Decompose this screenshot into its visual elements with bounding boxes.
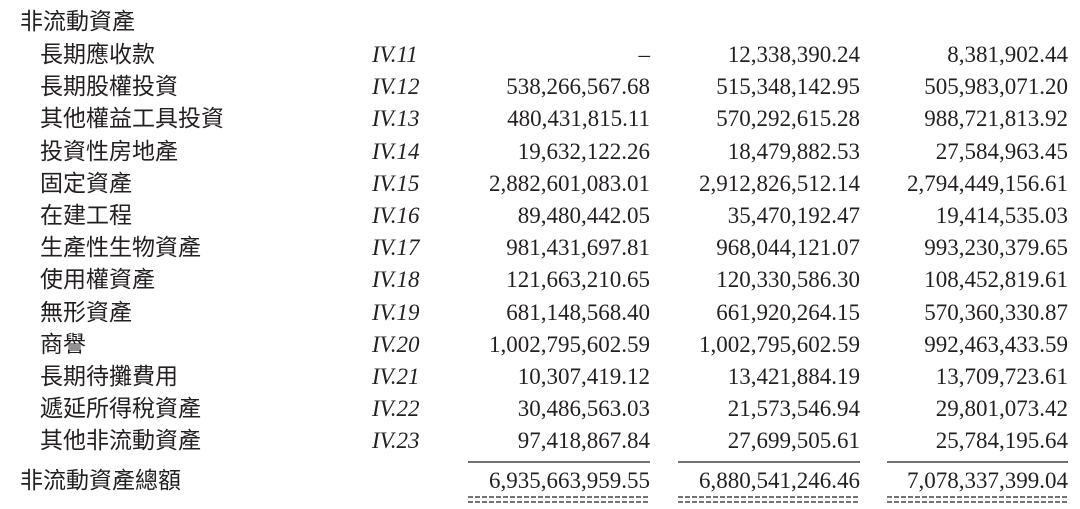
amount: 515,348,142.95 xyxy=(716,74,860,100)
amount: 120,330,586.30 xyxy=(716,267,860,293)
note-ref: IV.14 xyxy=(372,138,420,164)
total-amount: 6,935,663,959.55 xyxy=(489,468,650,493)
row-label: 其他非流動資產 xyxy=(40,428,201,454)
amount: 570,292,615.28 xyxy=(716,106,860,132)
row-label: 生產性生物資產 xyxy=(40,235,201,261)
amount: 8,381,902.44 xyxy=(947,42,1068,67)
amount: 538,266,567.68 xyxy=(506,74,650,100)
amount: 21,573,546.94 xyxy=(727,396,860,422)
row-label: 長期應收款 xyxy=(40,42,155,67)
note-ref: IV.12 xyxy=(372,74,420,100)
amount: 12,338,390.24 xyxy=(727,42,860,67)
row-label: 固定資產 xyxy=(40,170,132,196)
row-label: 其他權益工具投資 xyxy=(40,106,224,132)
note-ref: IV.23 xyxy=(372,428,420,454)
amount: 19,632,122.26 xyxy=(517,138,650,164)
amount: 18,479,882.53 xyxy=(727,138,860,164)
note-ref: IV.17 xyxy=(372,235,420,261)
note-ref: IV.18 xyxy=(372,267,420,293)
row-label: 投資性房地產 xyxy=(40,138,178,164)
amount: 29,801,073.42 xyxy=(935,396,1068,422)
amount: 30,486,563.03 xyxy=(517,396,650,422)
note-ref: IV.21 xyxy=(372,364,420,389)
amount: 25,784,195.64 xyxy=(935,428,1068,454)
note-ref: IV.11 xyxy=(372,42,418,67)
amount: 27,584,963.45 xyxy=(935,138,1068,164)
section-title: 非流動資產 xyxy=(20,9,135,34)
amount: 35,470,192.47 xyxy=(727,203,860,228)
row-label: 使用權資產 xyxy=(40,267,155,293)
amount: 13,421,884.19 xyxy=(727,364,860,389)
row-label: 商譽 xyxy=(40,331,86,357)
note-ref: IV.22 xyxy=(372,396,420,422)
amount: 993,230,379.65 xyxy=(924,235,1068,261)
amount: 992,463,433.59 xyxy=(924,331,1068,357)
note-ref: IV.16 xyxy=(372,203,420,228)
note-ref: IV.13 xyxy=(372,106,420,132)
row-label: 長期股權投資 xyxy=(40,74,178,100)
amount: 19,414,535.03 xyxy=(935,203,1068,228)
note-ref: IV.15 xyxy=(372,170,420,196)
amount: 2,882,601,083.01 xyxy=(489,170,650,196)
amount: 968,044,121.07 xyxy=(716,235,860,261)
amount: – xyxy=(638,42,651,67)
amount: 89,480,442.05 xyxy=(517,203,650,228)
amount: 97,418,867.84 xyxy=(517,428,650,454)
amount: 2,794,449,156.61 xyxy=(907,170,1068,196)
row-label: 遞延所得稅資產 xyxy=(40,396,201,422)
amount: 661,920,264.15 xyxy=(716,299,860,325)
amount: 10,307,419.12 xyxy=(517,364,650,389)
amount: 681,148,568.40 xyxy=(506,299,650,325)
amount: 988,721,813.92 xyxy=(924,106,1068,132)
amount: 1,002,795,602.59 xyxy=(489,331,650,357)
amount: 121,663,210.65 xyxy=(506,267,650,293)
amount: 2,912,826,512.14 xyxy=(699,170,860,196)
row-label: 長期待攤費用 xyxy=(40,364,178,389)
row-label: 無形資產 xyxy=(40,299,132,325)
amount: 570,360,330.87 xyxy=(924,299,1068,325)
total-amount: 7,078,337,399.04 xyxy=(907,468,1068,493)
amount: 27,699,505.61 xyxy=(727,428,860,454)
total-label: 非流動資產總額 xyxy=(20,468,181,493)
amount: 1,002,795,602.59 xyxy=(699,331,860,357)
amount: 480,431,815.11 xyxy=(507,106,650,132)
amount: 13,709,723.61 xyxy=(935,364,1068,389)
amount: 108,452,819.61 xyxy=(924,267,1068,293)
total-amount: 6,880,541,246.46 xyxy=(699,468,860,493)
row-label: 在建工程 xyxy=(40,203,132,228)
amount: 981,431,697.81 xyxy=(506,235,650,261)
amount: 505,983,071.20 xyxy=(924,74,1068,100)
note-ref: IV.19 xyxy=(372,299,420,325)
note-ref: IV.20 xyxy=(372,331,420,357)
